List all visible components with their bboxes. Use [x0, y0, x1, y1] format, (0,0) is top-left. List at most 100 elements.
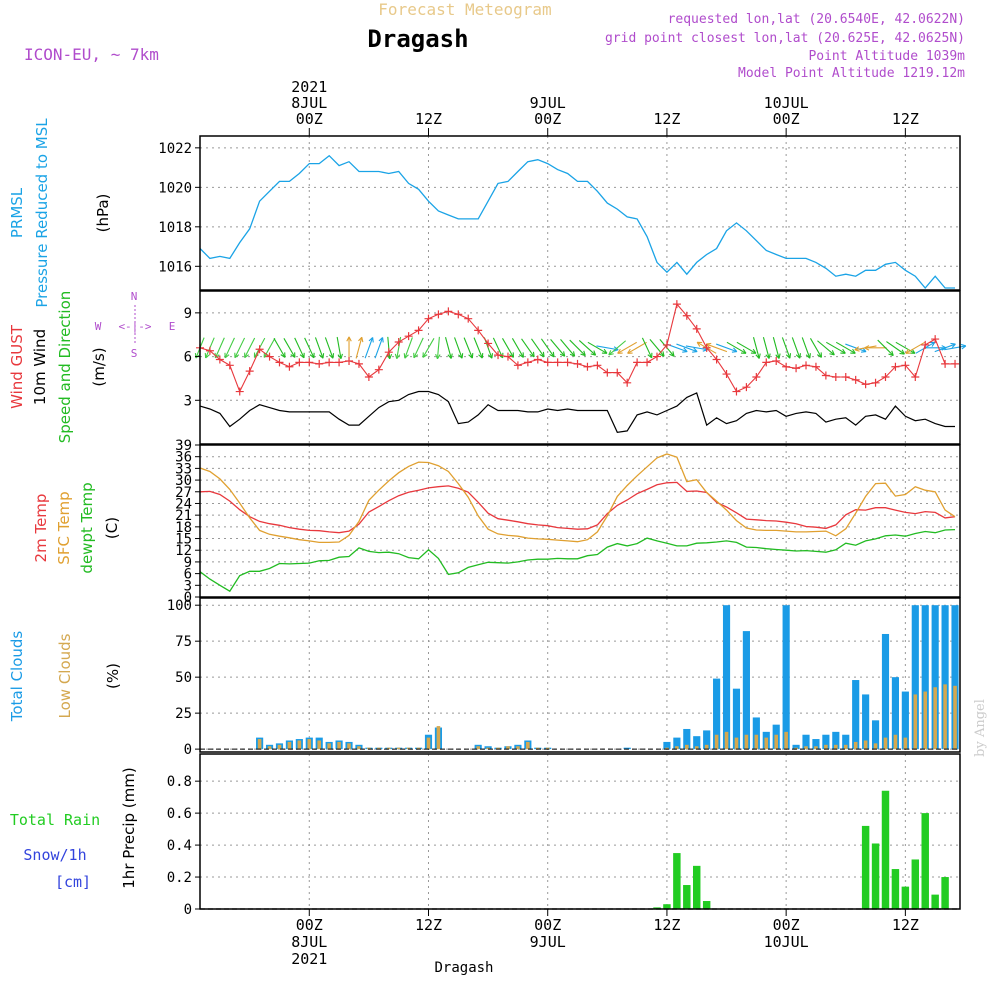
total-cloud-bar — [782, 605, 790, 750]
low-cloud-bar — [257, 739, 262, 750]
gust-marker — [285, 362, 294, 371]
wind-direction-arrow — [404, 337, 413, 359]
wind-arrow-head — [358, 336, 364, 343]
axes-layer: 1016101810201022369036912151821242730333… — [158, 78, 961, 968]
wind-arrow-head — [696, 341, 703, 347]
wind-arrow-head — [740, 348, 747, 354]
gust-marker — [275, 358, 284, 367]
low-cloud-bar — [863, 740, 868, 750]
wind-arrow-head — [328, 353, 335, 359]
wind-direction-arrow — [244, 337, 256, 358]
wind-arrow-head — [580, 350, 586, 357]
total-cloud-bar — [901, 691, 909, 750]
wind-arrow-head — [617, 348, 623, 354]
ytick-label-temperature: 12 — [175, 543, 192, 559]
gust-marker — [404, 332, 413, 341]
wind-arrow-head — [549, 351, 555, 358]
low-cloud-bar — [794, 747, 798, 750]
wind-direction-arrow — [436, 336, 440, 359]
gust-marker — [792, 364, 801, 373]
footer-location: Dragash — [434, 960, 493, 976]
gust-marker — [563, 358, 572, 367]
low-cloud-bar — [416, 747, 421, 750]
wind-arrow-head — [422, 352, 428, 358]
temp-line-0 — [199, 481, 956, 534]
wind-arrow-head — [346, 336, 352, 342]
low-cloud-bar — [267, 746, 272, 750]
low-cloud-bar — [704, 744, 709, 750]
rain-bar — [941, 877, 949, 909]
cloud-unit: (%) — [104, 663, 122, 689]
total-cloud-bar — [693, 736, 701, 750]
wind-direction-arrow — [781, 337, 791, 359]
requested-lonlat: requested lon,lat (20.6540E, 42.0622N) — [668, 12, 965, 27]
low-cloud-bar — [396, 747, 401, 750]
wind-arrow-head — [299, 352, 305, 359]
wind-arrow-head — [950, 342, 956, 349]
gust-marker — [682, 311, 691, 320]
wind-direction-arrow — [387, 336, 391, 359]
gust-marker — [811, 362, 820, 371]
wind-arrow-head — [518, 352, 524, 358]
model-point-altitude: Model Point Altitude 1219.12m — [738, 66, 965, 81]
wind-direction-arrow — [413, 337, 424, 359]
gust-marker — [215, 355, 224, 364]
low-cloud-bar — [377, 747, 381, 750]
ytick-label-temperature: 18 — [175, 520, 192, 536]
low-cloud-bar — [535, 747, 540, 750]
low-cloud-bar — [317, 740, 322, 750]
gust-marker — [245, 367, 254, 376]
total-cloud-bar — [732, 688, 741, 750]
wind-direction-arrow — [578, 340, 596, 356]
wind-direction-arrow — [422, 338, 435, 358]
dewpt-label: dewpt Temp — [78, 482, 96, 573]
wind-arrow-head — [682, 347, 688, 353]
gust-marker — [623, 378, 632, 387]
wind-direction-arrow — [396, 336, 402, 359]
wind-direction-arrow — [641, 337, 653, 359]
wind-arrow-head — [647, 352, 653, 359]
wind-direction-arrow — [801, 337, 811, 359]
compass-south: S — [131, 347, 138, 360]
bottom-time-label: 10JUL — [764, 933, 809, 951]
ytick-label-temperature: 21 — [175, 508, 192, 524]
gust-marker — [315, 359, 324, 368]
gust-marker — [772, 356, 781, 365]
bottom-time-label: 00Z — [296, 916, 323, 934]
wind-direction-arrow — [463, 337, 473, 359]
ytick-label-clouds: 100 — [167, 598, 192, 614]
rain-bar — [653, 907, 661, 909]
wind-arrow-head — [659, 351, 665, 357]
low-cloud-bar — [903, 737, 908, 750]
gust-marker — [593, 361, 602, 370]
low-cloud-bar — [893, 734, 898, 750]
low-cloud-bar — [724, 731, 729, 750]
wind-arrow-head — [692, 347, 698, 353]
wind-arrow-head — [368, 337, 374, 343]
low-cloud-bar — [943, 684, 947, 750]
low-cloud-bar — [685, 744, 689, 750]
low-cloud-bar — [307, 739, 312, 750]
gust-marker — [474, 326, 483, 335]
gust-marker — [941, 359, 950, 368]
wind-direction-arrow — [355, 337, 363, 359]
gust-marker — [464, 314, 473, 323]
ytick-label-pressure: 1016 — [158, 259, 192, 275]
panel-frame-precip — [199, 753, 961, 910]
wind-arrow-head — [816, 352, 822, 358]
low-cloud-bar — [297, 740, 302, 750]
rain-bar — [861, 825, 870, 909]
wind-direction-arrow — [905, 341, 926, 354]
gust-marker — [841, 372, 850, 381]
wind-direction-arrow — [569, 339, 586, 356]
wind-direction-arrow — [234, 337, 246, 358]
wind-arrow-head — [888, 350, 894, 357]
gust-marker — [692, 324, 701, 333]
gust-marker — [911, 372, 920, 381]
wind-arrow-head — [850, 348, 856, 354]
wind-arrow-head — [785, 353, 792, 359]
total-cloud-bar — [941, 605, 949, 750]
bottom-time-label: 00Z — [773, 916, 800, 934]
ytick-label-precip: 0.4 — [167, 838, 192, 854]
gust-marker — [662, 340, 671, 349]
